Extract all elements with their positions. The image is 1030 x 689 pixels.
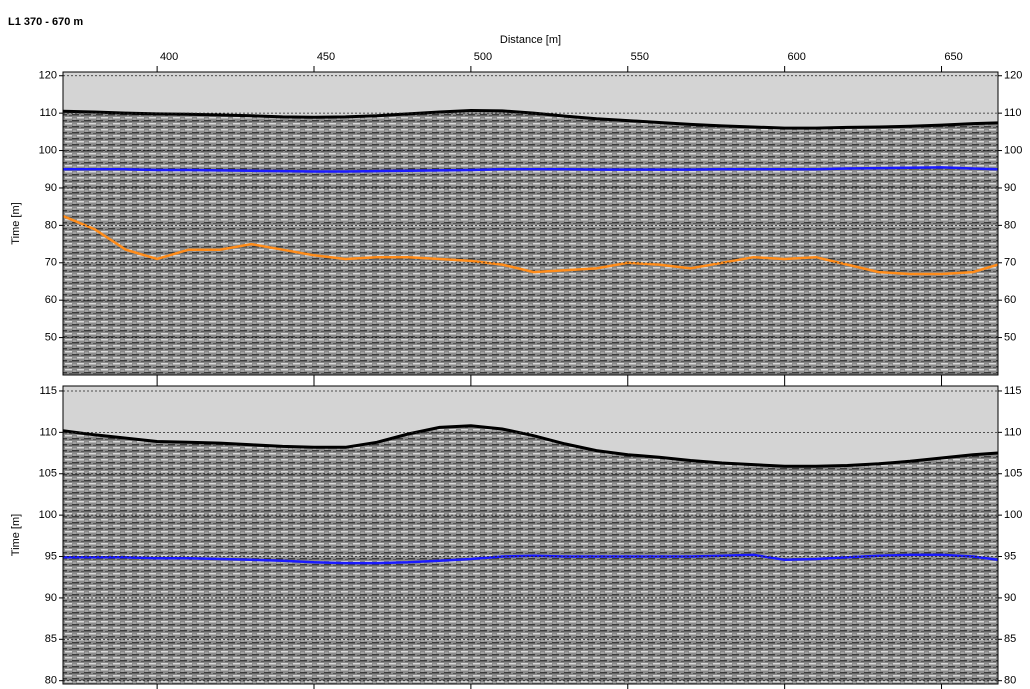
x-tick-label: 400 [160,51,178,63]
x-tick-label: 450 [317,51,335,63]
y-tick-label: 90 [45,182,57,194]
y2-tick-label: 85 [1004,633,1016,645]
y-tick-label: 80 [45,675,57,687]
y-tick-label: 70 [45,257,57,269]
y-tick-label: 110 [39,107,57,119]
y-tick-label: 115 [39,385,57,397]
x-tick-label: 500 [474,51,492,63]
y-tick-label: 100 [39,144,57,156]
y-tick-label: 60 [45,294,57,306]
x-tick-label: 550 [631,51,649,63]
y-axis-label: Time [m] [10,202,22,244]
y-tick-label: 105 [39,468,57,480]
y2-tick-label: 70 [1004,257,1016,269]
y-axis-label: Time [m] [10,514,22,556]
y2-tick-label: 105 [1004,468,1022,480]
y-tick-label: 120 [39,70,57,82]
y2-tick-label: 80 [1004,219,1016,231]
x-tick-label: 650 [944,51,962,63]
y-tick-label: 95 [45,550,57,562]
y2-tick-label: 115 [1004,385,1022,397]
y2-tick-label: 90 [1004,592,1016,604]
y-tick-label: 85 [45,633,57,645]
y2-tick-label: 95 [1004,550,1016,562]
x-axis-label: Distance [m] [500,34,561,46]
profile-title: L1 370 - 670 m [8,16,83,28]
y2-tick-label: 110 [1004,426,1022,438]
y2-tick-label: 100 [1004,144,1022,156]
y-tick-label: 110 [39,426,57,438]
y2-tick-label: 120 [1004,70,1022,82]
y-tick-label: 90 [45,592,57,604]
y2-tick-label: 80 [1004,675,1016,687]
y2-tick-label: 110 [1004,107,1022,119]
x-tick-label: 600 [787,51,805,63]
y-tick-label: 80 [45,219,57,231]
radargram-view: L1 370 - 670 m 50 50 60 60 70 70 80 80 90 90 100 10… [0,0,1030,689]
y2-tick-label: 50 [1004,331,1016,343]
y-tick-label: 100 [39,509,57,521]
y2-tick-label: 60 [1004,294,1016,306]
y-tick-label: 50 [45,331,57,343]
y2-tick-label: 100 [1004,509,1022,521]
y2-tick-label: 90 [1004,182,1016,194]
